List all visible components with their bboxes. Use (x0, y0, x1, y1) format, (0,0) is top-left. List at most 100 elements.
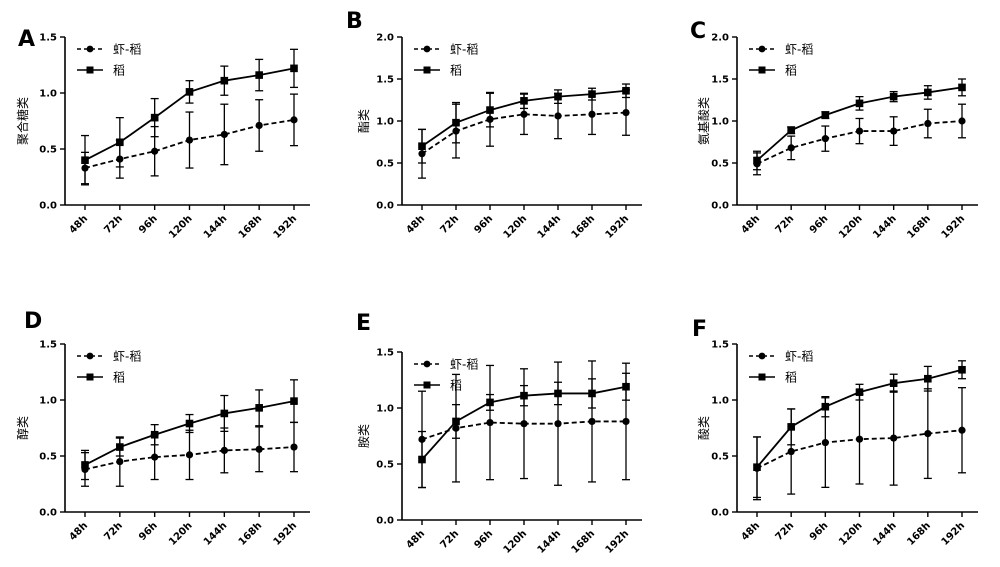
y-tick-label: 2.0 (376, 33, 394, 44)
data-point (889, 92, 898, 101)
legend-marker (758, 45, 766, 53)
panel-d: D 0.0 0.5 1.0 1.5 48h 72h 96h 120h 144h 168h 192h 醇类… (15, 309, 310, 548)
legend-label: 虾-稻 (785, 350, 813, 364)
legend-label: 虾-稻 (450, 358, 478, 372)
data-point (220, 409, 229, 418)
data-point (855, 388, 864, 396)
data-point (753, 156, 761, 165)
y-tick-label: 0.0 (39, 508, 57, 519)
x-tick-label: 168h (905, 213, 933, 241)
data-point (821, 111, 830, 119)
y-tick-label: 0.5 (711, 159, 729, 170)
y-axis-label: 醇类 (15, 416, 30, 440)
x-tick-label: 96h (472, 528, 495, 551)
legend-label: 稻 (450, 379, 462, 393)
x-tick-label: 120h (837, 213, 865, 241)
y-tick-label: 0.5 (376, 460, 394, 471)
x-tick-label: 192h (272, 213, 300, 241)
y-tick-label: 1.5 (39, 340, 57, 351)
data-point (81, 461, 89, 469)
x-tick-label: 48h (404, 528, 427, 551)
legend-marker (758, 352, 766, 360)
data-point (554, 92, 562, 101)
series-shrimp-rice (81, 93, 298, 185)
legend-marker (758, 66, 766, 74)
data-point (290, 64, 298, 73)
data-point (255, 445, 263, 453)
x-tick-label: 96h (137, 213, 160, 236)
data-point (290, 116, 298, 124)
data-point (486, 398, 494, 407)
x-tick-label: 144h (536, 213, 564, 241)
x-tick-label: 72h (102, 520, 125, 543)
panel-f: F 0.0 0.5 1.0 1.5 48h 72h 96h 120h 144h 168h 192h 酸类… (692, 317, 978, 548)
data-point (185, 419, 194, 428)
data-point (821, 402, 830, 411)
x-tick-label: 72h (102, 213, 125, 236)
legend-marker (423, 381, 431, 389)
x-tick-label: 168h (237, 213, 265, 241)
legend-marker (423, 360, 431, 368)
y-tick-label: 1.0 (711, 396, 729, 407)
data-point (452, 417, 460, 426)
panel-letter: D (24, 309, 42, 334)
x-tick-label: 168h (237, 520, 265, 548)
data-point (622, 417, 630, 426)
x-tick-label: 96h (472, 213, 495, 236)
data-point (958, 117, 966, 125)
data-point (890, 434, 898, 442)
y-tick-label: 0.0 (711, 508, 729, 519)
data-point (486, 106, 494, 114)
data-point (418, 142, 426, 150)
data-point (958, 83, 966, 92)
x-tick-label: 120h (502, 528, 530, 556)
x-tick-label: 48h (739, 520, 762, 543)
y-tick-label: 0.5 (39, 452, 57, 463)
data-point (855, 127, 864, 135)
data-point (150, 113, 159, 122)
legend-label: 稻 (785, 371, 797, 385)
legend-label: 虾-稻 (113, 350, 141, 364)
data-point (290, 397, 298, 405)
panel-b: B 0.0 0.5 1.0 1.5 2.0 48h 72h 96h 120h 144h 168h 192… (346, 9, 642, 241)
panel-letter: A (18, 27, 35, 52)
data-point (855, 99, 864, 108)
y-axis-label: 酸类 (696, 416, 711, 440)
x-tick-label: 120h (167, 213, 195, 241)
data-point (116, 138, 124, 147)
data-point (855, 435, 864, 443)
data-point (520, 420, 528, 428)
x-tick-label: 48h (67, 213, 90, 236)
data-point (185, 136, 194, 144)
y-axis-label: 聚合糖类 (15, 97, 30, 145)
series-rice (418, 372, 630, 489)
data-point (787, 423, 795, 431)
series-shrimp-rice (753, 387, 966, 501)
x-tick-label: 144h (871, 520, 899, 548)
legend-label: 虾-稻 (113, 43, 141, 57)
data-point (220, 76, 229, 85)
x-tick-label: 192h (940, 520, 968, 548)
y-tick-label: 1.0 (711, 117, 729, 128)
x-tick-label: 72h (438, 528, 461, 551)
y-axis-label: 氨基酸类 (696, 97, 711, 145)
x-tick-label: 192h (272, 520, 300, 548)
panel-letter: B (346, 9, 363, 34)
data-point (116, 443, 124, 451)
legend-label: 虾-稻 (450, 43, 478, 57)
y-tick-label: 1.0 (39, 396, 57, 407)
y-tick-label: 1.5 (711, 340, 729, 351)
data-point (588, 110, 596, 118)
data-point (958, 365, 966, 374)
series-shrimp-rice (753, 103, 966, 176)
legend-label: 虾-稻 (785, 43, 813, 57)
data-point (185, 88, 194, 96)
panel-c: C 0.0 0.5 1.0 1.5 2.0 48h 72h 96h 120h 144h 168h 192… (690, 19, 978, 241)
x-tick-label: 192h (940, 213, 968, 241)
legend-marker (758, 373, 766, 381)
x-tick-label: 168h (905, 520, 933, 548)
legend-marker (86, 45, 94, 53)
legend: 虾-稻稻 (77, 350, 141, 385)
x-tick-label: 120h (837, 520, 865, 548)
x-tick-label: 120h (167, 520, 195, 548)
